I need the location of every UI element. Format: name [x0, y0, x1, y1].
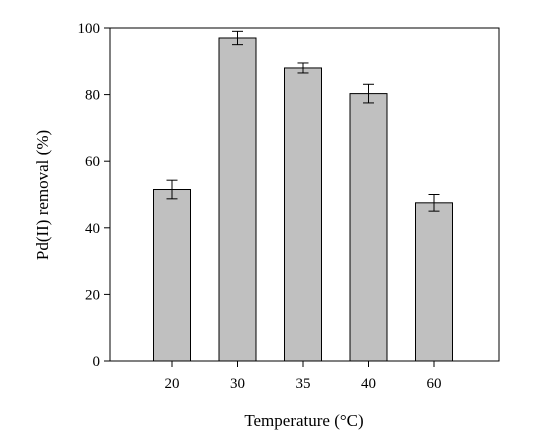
- bars: [153, 30, 453, 362]
- y-tick-label: 20: [85, 287, 100, 303]
- y-tick-label: 0: [93, 354, 101, 370]
- x-tick-label: 30: [230, 376, 245, 392]
- bar: [218, 37, 257, 362]
- x-tick-label: 60: [427, 376, 442, 392]
- bar: [284, 67, 322, 362]
- y-tick-label: 100: [78, 21, 101, 37]
- x-axis: 20 30 35 40 60: [165, 361, 442, 392]
- y-axis: 0 20 40 60 80 100: [78, 21, 110, 370]
- x-tick-label: 40: [361, 376, 376, 392]
- x-tick-label: 20: [165, 376, 180, 392]
- y-tick-label: 60: [85, 154, 100, 170]
- x-axis-title: Temperature (°C): [244, 411, 363, 430]
- bar: [153, 189, 191, 362]
- x-tick-label: 35: [296, 376, 311, 392]
- y-axis-title: Pd(II) removal (%): [33, 130, 52, 260]
- bar: [415, 202, 453, 362]
- y-tick-label: 80: [85, 88, 100, 104]
- bar: [349, 93, 388, 362]
- y-tick-label: 40: [85, 221, 100, 237]
